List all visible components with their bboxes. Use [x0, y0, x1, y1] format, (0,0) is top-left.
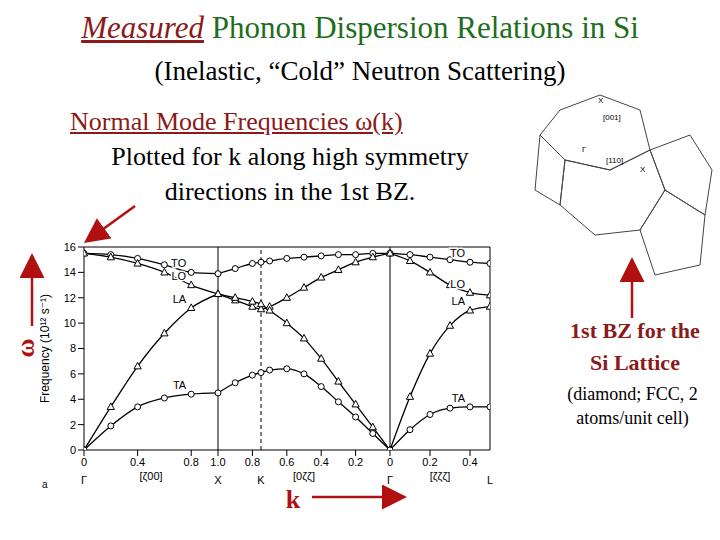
html-text:(diamond; FCC, 2: (diamond; FCC, 2	[567, 384, 698, 404]
svg-text:ω: ω	[11, 338, 40, 357]
svg-text:2: 2	[70, 419, 76, 431]
svg-text:14: 14	[64, 266, 76, 278]
svg-text:0.4: 0.4	[130, 456, 145, 468]
svg-text:[ζ00]: [ζ00]	[139, 470, 162, 482]
svg-text:0.4: 0.4	[314, 456, 329, 468]
svg-text:0: 0	[70, 444, 76, 456]
svg-text:X: X	[214, 474, 222, 484]
svg-text:[001]: [001]	[603, 113, 621, 122]
html-text:Plotted for k along high symme: Plotted for k along high symmetry	[111, 142, 469, 171]
html-text:Measured Phonon Dispersion Rel: Measured Phonon Dispersion Relations in …	[81, 10, 639, 45]
svg-text:4: 4	[70, 393, 76, 405]
svg-text:0.8: 0.8	[245, 456, 260, 468]
svg-text:L: L	[487, 474, 493, 484]
svg-text:TO: TO	[450, 247, 466, 259]
html-text:directions in the 1st BZ.: directions in the 1st BZ.	[164, 177, 416, 206]
svg-text:LA: LA	[173, 293, 187, 305]
svg-text:[110]: [110]	[606, 156, 623, 165]
svg-text:[0ζζ]: [0ζζ]	[293, 470, 315, 482]
svg-text:TA: TA	[452, 392, 466, 404]
svg-text:Γ: Γ	[81, 474, 87, 484]
svg-text:0.2: 0.2	[348, 456, 363, 468]
svg-text:6: 6	[70, 368, 76, 380]
svg-text:[ζζζ]: [ζζζ]	[430, 470, 451, 482]
svg-text:0.2: 0.2	[422, 456, 437, 468]
svg-text:LO: LO	[450, 278, 465, 290]
svg-text:Γ: Γ	[387, 474, 393, 484]
svg-text:X: X	[640, 165, 646, 174]
svg-text:0.6: 0.6	[279, 456, 294, 468]
svg-text:16: 16	[64, 241, 76, 253]
svg-text:8: 8	[70, 342, 76, 354]
svg-text:12: 12	[64, 292, 76, 304]
svg-text:Frequency (10¹² s⁻¹): Frequency (10¹² s⁻¹)	[40, 294, 52, 403]
html-text:Si Lattice: Si Lattice	[590, 350, 680, 375]
svg-text:k: k	[286, 485, 301, 514]
svg-text:K: K	[257, 474, 265, 484]
html-text:Normal Mode Frequencies ω(k): Normal Mode Frequencies ω(k)	[70, 107, 403, 136]
svg-text:Γ: Γ	[582, 145, 587, 154]
html-text:atoms/unit cell): atoms/unit cell)	[576, 408, 689, 428]
svg-text:X: X	[598, 96, 604, 105]
svg-text:0.4: 0.4	[462, 456, 477, 468]
html-text:(Inelastic, “Cold” Neutron Sca: (Inelastic, “Cold” Neutron Scattering)	[154, 56, 566, 86]
svg-text:10: 10	[64, 317, 76, 329]
svg-text:TO: TO	[171, 257, 187, 269]
html-text:1st BZ for the: 1st BZ for the	[570, 318, 700, 343]
svg-text:0.8: 0.8	[184, 456, 199, 468]
svg-text:a: a	[42, 479, 48, 490]
svg-text:0: 0	[387, 456, 393, 468]
svg-text:1.0: 1.0	[210, 456, 225, 468]
svg-text:0: 0	[81, 456, 87, 468]
svg-text:TA: TA	[173, 379, 187, 391]
svg-text:LO: LO	[172, 270, 187, 282]
svg-text:LA: LA	[452, 295, 466, 307]
